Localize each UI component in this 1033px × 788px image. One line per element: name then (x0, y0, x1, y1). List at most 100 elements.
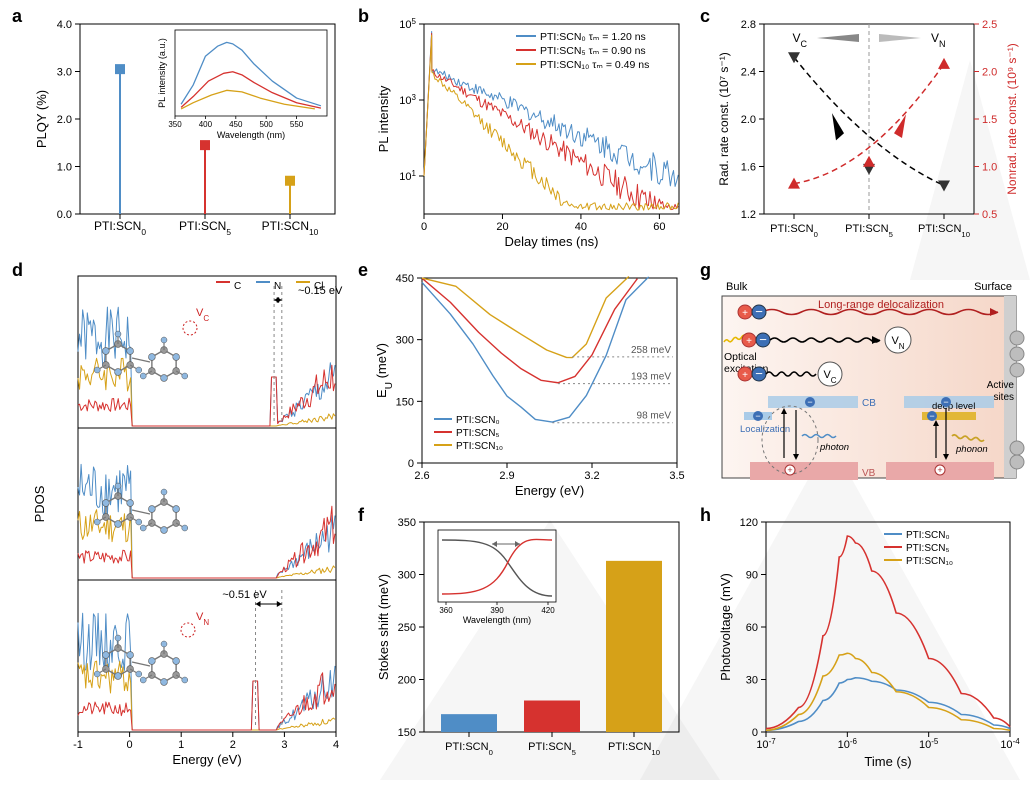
panel-e: 01503004502.62.93.23.5EU (meV)Energy (eV… (372, 268, 692, 500)
svg-text:deep level: deep level (932, 401, 975, 412)
svg-text:150: 150 (396, 396, 414, 408)
svg-text:2.6: 2.6 (414, 470, 429, 482)
svg-text:4.0: 4.0 (57, 19, 72, 31)
svg-text:PTI:SCN10: PTI:SCN10 (608, 741, 660, 757)
svg-text:PTI:SCN0: PTI:SCN0 (445, 741, 493, 757)
svg-text:+: + (742, 370, 748, 381)
figure: a b c d e f g h 0.01.02.03.04.0PLQY (%)P… (0, 0, 1033, 788)
svg-text:−: − (807, 397, 812, 407)
svg-text:+: + (742, 308, 748, 319)
svg-text:EU (meV): EU (meV) (374, 343, 395, 398)
svg-text:Bulk: Bulk (726, 281, 748, 293)
svg-text:300: 300 (398, 570, 416, 582)
svg-text:60: 60 (653, 221, 665, 233)
panel-label-a: a (12, 6, 22, 27)
svg-text:PTI:SCN0: PTI:SCN0 (770, 223, 818, 239)
svg-text:1.0: 1.0 (982, 162, 997, 174)
svg-text:PTI:SCN5: PTI:SCN5 (845, 223, 893, 239)
svg-text:0: 0 (127, 739, 133, 751)
svg-text:PTI:SCN10: PTI:SCN10 (262, 219, 319, 237)
svg-text:3.5: 3.5 (669, 470, 684, 482)
svg-text:10-4: 10-4 (1000, 737, 1020, 752)
panel-c: 1.21.62.02.42.80.51.01.52.02.5Rad. rate … (714, 12, 1024, 252)
svg-text:sites: sites (993, 392, 1014, 403)
panel-label-h: h (700, 505, 711, 526)
svg-text:Long-range delocalization: Long-range delocalization (818, 299, 944, 311)
svg-text:1.6: 1.6 (741, 162, 756, 174)
svg-text:60: 60 (746, 622, 758, 634)
svg-text:VN: VN (931, 31, 946, 49)
svg-text:400: 400 (199, 120, 213, 129)
svg-text:350: 350 (398, 517, 416, 529)
svg-text:390: 390 (490, 606, 504, 615)
svg-text:450: 450 (229, 120, 243, 129)
svg-text:−: − (755, 366, 763, 381)
svg-text:2.9: 2.9 (499, 470, 514, 482)
svg-text:PL intensity: PL intensity (376, 85, 391, 152)
svg-text:PTI:SCN₀ τₘ = 1.20 ns: PTI:SCN₀ τₘ = 1.20 ns (540, 31, 646, 43)
svg-text:Surface: Surface (974, 281, 1012, 293)
svg-text:0: 0 (408, 458, 414, 470)
svg-text:120: 120 (740, 517, 758, 529)
svg-text:40: 40 (575, 221, 587, 233)
svg-text:2.5: 2.5 (982, 19, 997, 31)
svg-text:−: − (943, 397, 948, 407)
svg-text:~0.51 eV: ~0.51 eV (222, 589, 267, 601)
svg-text:0: 0 (421, 221, 427, 233)
svg-text:2.4: 2.4 (741, 67, 756, 79)
svg-text:PLQY (%): PLQY (%) (34, 90, 49, 148)
svg-text:360: 360 (439, 606, 453, 615)
panel-h: 030609012010-710-610-510-4Photovoltage (… (714, 512, 1024, 778)
svg-text:10-6: 10-6 (838, 737, 858, 752)
svg-text:2.0: 2.0 (57, 114, 72, 126)
svg-text:1: 1 (178, 739, 184, 751)
svg-text:300: 300 (396, 335, 414, 347)
svg-text:N: N (274, 281, 281, 292)
svg-text:VN: VN (196, 611, 209, 627)
svg-text:103: 103 (399, 93, 416, 108)
panel-label-e: e (358, 260, 368, 281)
svg-text:193 meV: 193 meV (631, 372, 671, 383)
svg-text:phonon: phonon (955, 444, 988, 455)
svg-text:PTI:SCN₁₀ τₘ = 0.49 ns: PTI:SCN₁₀ τₘ = 0.49 ns (540, 59, 649, 71)
panel-b: 0204060101103105PL intensityDelay times … (372, 12, 692, 252)
svg-text:VC: VC (792, 31, 807, 49)
svg-text:Delay times (ns): Delay times (ns) (505, 234, 599, 249)
svg-text:PTI:SCN₁₀: PTI:SCN₁₀ (456, 441, 503, 452)
svg-text:PTI:SCN10: PTI:SCN10 (918, 223, 970, 239)
svg-text:Active: Active (987, 380, 1015, 391)
svg-text:PTI:SCN₀: PTI:SCN₀ (456, 415, 500, 426)
svg-text:550: 550 (290, 120, 304, 129)
svg-text:−: − (755, 304, 763, 319)
svg-text:Localization: Localization (740, 424, 790, 435)
svg-text:Cl: Cl (314, 281, 323, 292)
svg-text:350: 350 (168, 120, 182, 129)
svg-text:−: − (759, 332, 767, 347)
svg-text:PTI:SCN₁₀: PTI:SCN₁₀ (906, 556, 953, 567)
svg-text:101: 101 (399, 169, 416, 184)
svg-text:98 meV: 98 meV (637, 411, 672, 422)
svg-text:photon: photon (819, 442, 849, 453)
svg-text:4: 4 (333, 739, 339, 751)
panel-label-c: c (700, 6, 710, 27)
svg-text:Energy (eV): Energy (eV) (515, 483, 584, 498)
svg-text:Photovoltage (mV): Photovoltage (mV) (718, 573, 733, 681)
svg-text:90: 90 (746, 570, 758, 582)
svg-text:150: 150 (398, 727, 416, 739)
panel-label-g: g (700, 260, 711, 281)
svg-text:−: − (755, 411, 760, 421)
svg-text:0.0: 0.0 (57, 209, 72, 221)
svg-text:10-5: 10-5 (919, 737, 939, 752)
panel-label-d: d (12, 260, 23, 281)
svg-text:250: 250 (398, 622, 416, 634)
svg-text:258 meV: 258 meV (631, 345, 671, 356)
svg-text:PTI:SCN₅: PTI:SCN₅ (456, 428, 499, 439)
svg-text:3.2: 3.2 (584, 470, 599, 482)
svg-text:1.2: 1.2 (741, 209, 756, 221)
svg-text:2.0: 2.0 (741, 114, 756, 126)
svg-text:PTI:SCN₀: PTI:SCN₀ (906, 530, 950, 541)
svg-text:1.0: 1.0 (57, 162, 72, 174)
svg-text:PTI:SCN5: PTI:SCN5 (528, 741, 576, 757)
svg-text:3.0: 3.0 (57, 67, 72, 79)
svg-text:C: C (234, 281, 241, 292)
